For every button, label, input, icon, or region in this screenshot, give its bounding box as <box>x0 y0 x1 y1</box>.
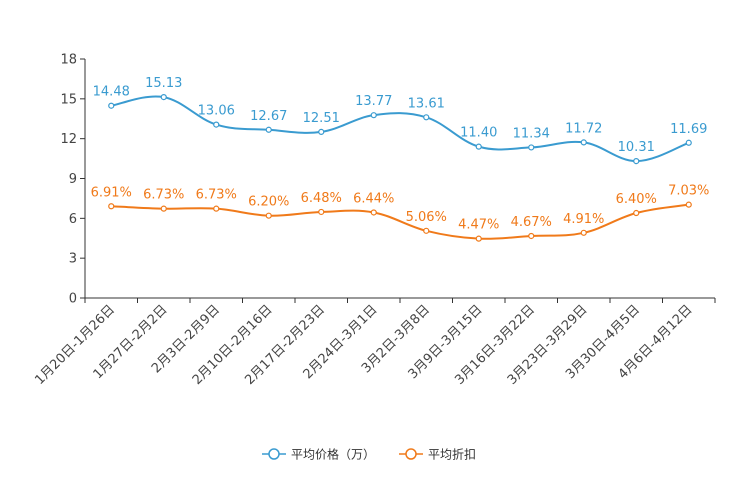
data-label: 15.13 <box>145 76 182 91</box>
y-tick-label: 0 <box>69 292 77 307</box>
data-point <box>160 94 167 101</box>
legend: 平均价格（万） 平均折扣 <box>262 447 476 462</box>
data-label: 11.34 <box>513 126 550 141</box>
data-label: 6.73% <box>143 188 184 203</box>
data-label: 11.40 <box>460 126 497 141</box>
data-point <box>580 229 587 236</box>
data-label: 14.48 <box>93 85 130 100</box>
data-point <box>370 209 377 216</box>
data-point <box>528 232 535 240</box>
legend-item-avg-discount[interactable]: 平均折扣 <box>399 447 476 462</box>
data-point <box>475 235 482 242</box>
legend-swatch-marker <box>405 448 417 460</box>
y-tick-label: 12 <box>60 132 77 147</box>
data-point <box>685 201 692 208</box>
data-point <box>685 139 692 146</box>
data-label: 7.03% <box>668 184 709 199</box>
data-label: 4.91% <box>563 212 604 227</box>
data-label: 6.48% <box>301 191 342 206</box>
data-label: 13.61 <box>408 96 445 111</box>
series-line <box>111 203 689 240</box>
data-label: 6.40% <box>616 192 657 207</box>
data-label: 10.31 <box>618 140 655 155</box>
legend-swatch-marker <box>268 448 280 460</box>
data-label: 6.44% <box>353 191 394 206</box>
data-label: 12.51 <box>303 111 340 126</box>
data-point <box>318 128 325 135</box>
legend-label: 平均价格（万） <box>291 447 375 462</box>
data-label: 6.20% <box>248 195 289 210</box>
legend-item-avg-price[interactable]: 平均价格（万） <box>262 447 375 462</box>
data-point <box>633 158 640 165</box>
data-point <box>213 205 220 212</box>
data-label: 12.67 <box>250 109 287 124</box>
data-point <box>423 227 430 234</box>
data-point <box>160 205 167 212</box>
data-point <box>528 144 535 151</box>
data-label: 13.77 <box>355 94 392 109</box>
data-point <box>580 139 587 146</box>
data-label: 4.67% <box>511 215 552 230</box>
data-label: 6.91% <box>91 185 132 200</box>
y-tick-label: 9 <box>69 172 77 187</box>
series-avg-discount: 6.91% 6.73% 6.73% 6.20% 6.48% 6.44% 5.06% 4.47%… <box>91 184 709 242</box>
data-point <box>108 203 115 210</box>
data-point <box>370 112 377 119</box>
data-point <box>265 126 272 133</box>
series-line <box>111 95 690 163</box>
data-point <box>265 212 272 219</box>
data-point <box>633 209 640 217</box>
series-avg-price: 14.48 15.13 13.06 12.67 12.51 13.77 13.61 11.40… <box>93 76 707 165</box>
y-tick-label: 6 <box>69 212 77 227</box>
legend-label: 平均折扣 <box>428 447 476 462</box>
data-label: 11.72 <box>565 121 602 136</box>
data-point <box>423 114 430 121</box>
data-label: 6.73% <box>196 188 237 203</box>
data-point <box>108 102 115 109</box>
data-label: 5.06% <box>406 210 447 225</box>
y-tick-label: 15 <box>60 92 77 107</box>
data-point <box>318 208 325 216</box>
data-point <box>475 143 482 150</box>
data-label: 13.06 <box>198 104 235 119</box>
data-point <box>213 121 220 128</box>
data-label: 4.47% <box>458 218 499 233</box>
y-tick-label: 18 <box>60 53 77 68</box>
data-label: 11.69 <box>670 122 707 137</box>
y-tick-label: 3 <box>69 252 77 267</box>
series-layer: 14.48 15.13 13.06 12.67 12.51 13.77 13.61 11.40… <box>91 76 709 242</box>
